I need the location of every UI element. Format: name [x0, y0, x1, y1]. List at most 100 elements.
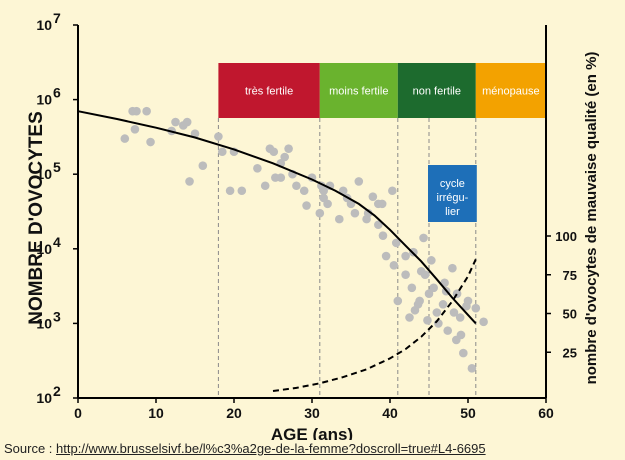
source-prefix: Source :: [4, 441, 57, 456]
ovocyte-chart: très fertile moins fertile non fertile méno…: [26, 10, 600, 440]
data-point: [449, 308, 459, 317]
data-point: [377, 199, 387, 209]
data-point: [407, 283, 417, 293]
x-axis-title: AGE (ans): [271, 425, 353, 440]
data-point: [214, 132, 223, 141]
phase-divider-lines: [217, 118, 477, 398]
data-point: [269, 147, 279, 157]
y-right-tick-label: 50: [563, 307, 577, 322]
data-point: [120, 134, 130, 143]
data-point: [420, 270, 430, 279]
phase-label: moins fertile: [329, 86, 388, 98]
data-point: [455, 313, 465, 322]
phase-label: très fertile: [245, 86, 293, 98]
phase-label: non fertile: [413, 86, 461, 98]
y-right-tick-label: 25: [563, 345, 577, 360]
data-point: [389, 261, 399, 270]
phase-bands: très fertile moins fertile non fertile méno…: [218, 63, 546, 118]
data-point: [146, 137, 155, 147]
data-point: [315, 208, 325, 218]
data-point: [368, 192, 378, 201]
y-tick-label: 10: [36, 390, 52, 406]
data-point: [479, 317, 488, 327]
source-credit: Source : http://www.brusselsivf.be/l%c3%…: [4, 441, 486, 456]
data-point: [391, 238, 401, 248]
data-point: [323, 199, 332, 209]
y-tick-exponent: 6: [53, 85, 61, 101]
data-point: [381, 251, 391, 261]
ovocyte-count-curve: [77, 110, 477, 325]
data-point: [335, 214, 344, 224]
y-right-tick-label: 75: [563, 268, 577, 283]
data-point: [427, 256, 436, 265]
data-point: [363, 208, 373, 218]
y-tick-exponent: 7: [53, 10, 61, 26]
data-point: [253, 163, 262, 173]
data-point: [432, 308, 442, 317]
curves: [77, 110, 477, 392]
phase-band: [475, 63, 546, 118]
data-point: [448, 263, 457, 273]
phase-band: [319, 63, 398, 118]
y-tick-label: 10: [36, 166, 52, 182]
phase-label: ménopause: [482, 86, 540, 98]
data-point: [182, 117, 192, 127]
data-point: [424, 289, 434, 299]
y-tick-exponent: 2: [53, 383, 61, 399]
data-point: [388, 186, 397, 196]
data-point: [401, 270, 410, 279]
data-point: [429, 283, 438, 293]
y-tick-label: 10: [36, 241, 52, 257]
data-point: [284, 144, 293, 153]
phase-band: [218, 63, 320, 118]
y-axis-right-title: nombre d'ovocytes de mauvaise qualité (e…: [583, 52, 600, 385]
annotation-line: irrégu-: [437, 192, 469, 204]
data-point: [302, 201, 311, 210]
data-point: [459, 348, 468, 358]
data-point: [130, 124, 140, 134]
data-point: [471, 303, 481, 313]
data-point: [438, 300, 448, 309]
data-point: [354, 177, 364, 186]
x-tick-label: 0: [74, 405, 82, 421]
y-tick-label: 10: [36, 315, 52, 331]
data-point: [218, 147, 227, 157]
x-tick-label: 20: [226, 405, 242, 421]
y-tick-label: 10: [36, 17, 52, 33]
x-tick-label: 40: [382, 405, 398, 421]
x-tick-label: 60: [538, 405, 554, 421]
data-point: [443, 326, 453, 335]
x-tick-label: 10: [148, 405, 164, 421]
data-point: [276, 173, 286, 182]
annotation-line: cycle: [440, 178, 465, 190]
data-point: [401, 251, 410, 261]
data-point: [128, 106, 137, 116]
data-point: [374, 220, 383, 230]
data-point: [185, 177, 194, 186]
data-point: [280, 152, 290, 162]
data-point: [423, 316, 432, 325]
data-point: [378, 231, 388, 240]
data-point: [467, 364, 477, 373]
data-point: [393, 296, 403, 306]
data-point: [260, 181, 270, 191]
data-point: [319, 186, 329, 196]
cycle-annotation: cycle irrégu-lier: [428, 165, 477, 222]
data-point: [299, 186, 309, 196]
data-point: [415, 296, 424, 306]
data-point: [350, 208, 360, 218]
annotation-box: [428, 165, 477, 222]
source-link[interactable]: http://www.brusselsivf.be/l%c3%a2ge-de-l…: [56, 441, 486, 456]
x-tick-label: 50: [460, 405, 476, 421]
data-point: [463, 296, 473, 306]
data-point: [405, 313, 414, 322]
y-tick-exponent: 4: [53, 234, 61, 250]
y-right-tick-label: 100: [555, 229, 577, 244]
data-point: [198, 161, 208, 170]
y-tick-exponent: 5: [53, 159, 61, 175]
data-point: [225, 186, 235, 196]
phase-band: [397, 63, 476, 118]
x-tick-label: 30: [304, 405, 320, 421]
data-point: [190, 129, 200, 138]
